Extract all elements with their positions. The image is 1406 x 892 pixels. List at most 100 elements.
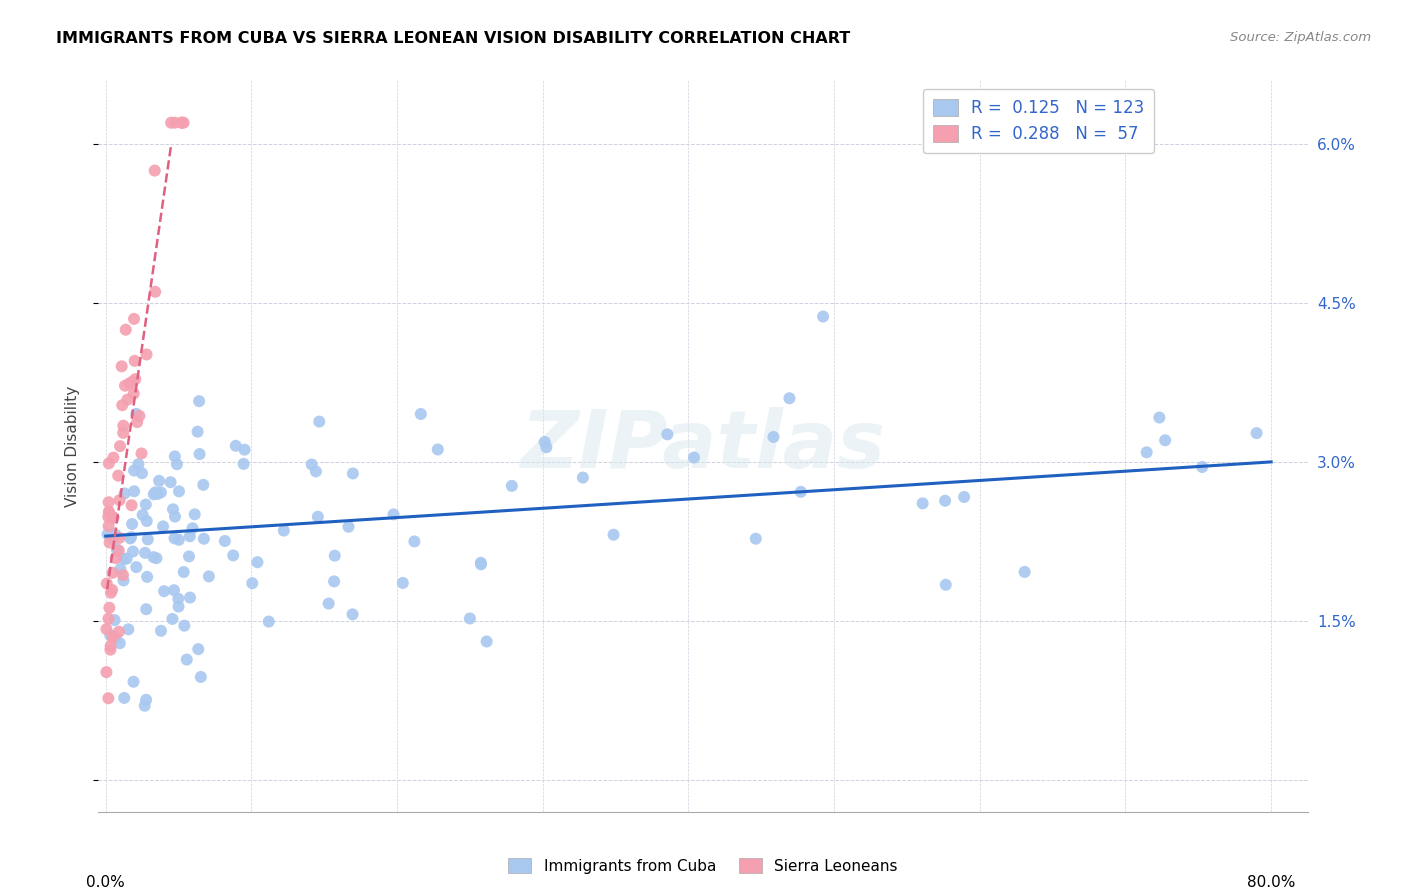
Point	[111, 359, 134, 374]
Point	[572, 470, 595, 484]
Point	[166, 457, 188, 471]
Point	[935, 578, 957, 592]
Point	[112, 690, 135, 705]
Point	[342, 607, 364, 622]
Point	[125, 407, 148, 421]
Point	[104, 551, 127, 566]
Point	[163, 509, 186, 524]
Point	[179, 529, 201, 543]
Point	[136, 570, 159, 584]
Point	[163, 583, 186, 598]
Point	[104, 527, 127, 541]
Point	[470, 556, 492, 570]
Point	[911, 496, 934, 510]
Point	[107, 468, 129, 483]
Point	[745, 532, 768, 546]
Point	[96, 576, 118, 591]
Point	[225, 439, 247, 453]
Point	[1136, 445, 1159, 459]
Point	[105, 542, 128, 557]
Legend: Immigrants from Cuba, Sierra Leoneans: Immigrants from Cuba, Sierra Leoneans	[502, 852, 904, 880]
Point	[602, 527, 624, 541]
Point	[190, 670, 212, 684]
Point	[98, 600, 121, 615]
Point	[240, 576, 263, 591]
Point	[122, 463, 145, 477]
Point	[382, 508, 405, 522]
Point	[143, 285, 166, 299]
Point	[135, 498, 157, 512]
Point	[323, 549, 346, 563]
Point	[246, 555, 269, 569]
Point	[104, 632, 127, 646]
Point	[134, 546, 156, 560]
Point	[233, 442, 256, 457]
Point	[307, 509, 329, 524]
Point	[100, 586, 122, 600]
Point	[134, 698, 156, 713]
Point	[120, 532, 142, 546]
Point	[101, 566, 124, 580]
Point	[273, 524, 295, 538]
Point	[97, 519, 120, 533]
Point	[97, 509, 120, 524]
Point	[163, 450, 186, 464]
Point	[142, 487, 165, 501]
Point	[214, 534, 236, 549]
Point	[122, 544, 145, 558]
Point	[98, 535, 121, 549]
Point	[111, 398, 134, 412]
Point	[97, 612, 120, 626]
Point	[143, 163, 166, 178]
Point	[114, 323, 136, 337]
Point	[170, 116, 193, 130]
Point	[115, 551, 138, 566]
Point	[811, 310, 834, 324]
Point	[1014, 565, 1036, 579]
Point	[101, 510, 124, 524]
Point	[257, 615, 280, 629]
Point	[118, 376, 141, 391]
Point	[391, 575, 413, 590]
Point	[1191, 460, 1213, 475]
Point	[1154, 434, 1177, 448]
Point	[501, 479, 523, 493]
Point	[124, 354, 146, 368]
Point	[101, 630, 124, 644]
Point	[533, 434, 555, 449]
Point	[112, 425, 135, 440]
Point	[97, 495, 120, 509]
Point	[135, 693, 157, 707]
Point	[121, 498, 143, 512]
Point	[101, 532, 124, 546]
Point	[188, 447, 211, 461]
Point	[305, 464, 328, 478]
Point	[96, 622, 118, 636]
Point	[121, 516, 143, 531]
Point	[97, 505, 120, 519]
Point	[145, 551, 167, 566]
Text: Source: ZipAtlas.com: Source: ZipAtlas.com	[1230, 31, 1371, 45]
Point	[97, 527, 120, 541]
Point	[176, 652, 198, 666]
Point	[117, 623, 139, 637]
Point	[222, 549, 245, 563]
Point	[100, 642, 122, 657]
Point	[404, 534, 426, 549]
Point	[122, 484, 145, 499]
Point	[100, 639, 122, 653]
Point	[114, 486, 136, 500]
Point	[162, 502, 184, 516]
Point	[148, 474, 170, 488]
Point	[108, 531, 131, 545]
Point	[934, 493, 956, 508]
Point	[409, 407, 432, 421]
Point	[97, 505, 120, 519]
Point	[167, 591, 190, 606]
Point	[108, 624, 131, 639]
Point	[162, 612, 184, 626]
Point	[1149, 410, 1171, 425]
Point	[111, 568, 134, 582]
Point	[193, 532, 215, 546]
Text: IMMIGRANTS FROM CUBA VS SIERRA LEONEAN VISION DISABILITY CORRELATION CHART: IMMIGRANTS FROM CUBA VS SIERRA LEONEAN V…	[56, 31, 851, 46]
